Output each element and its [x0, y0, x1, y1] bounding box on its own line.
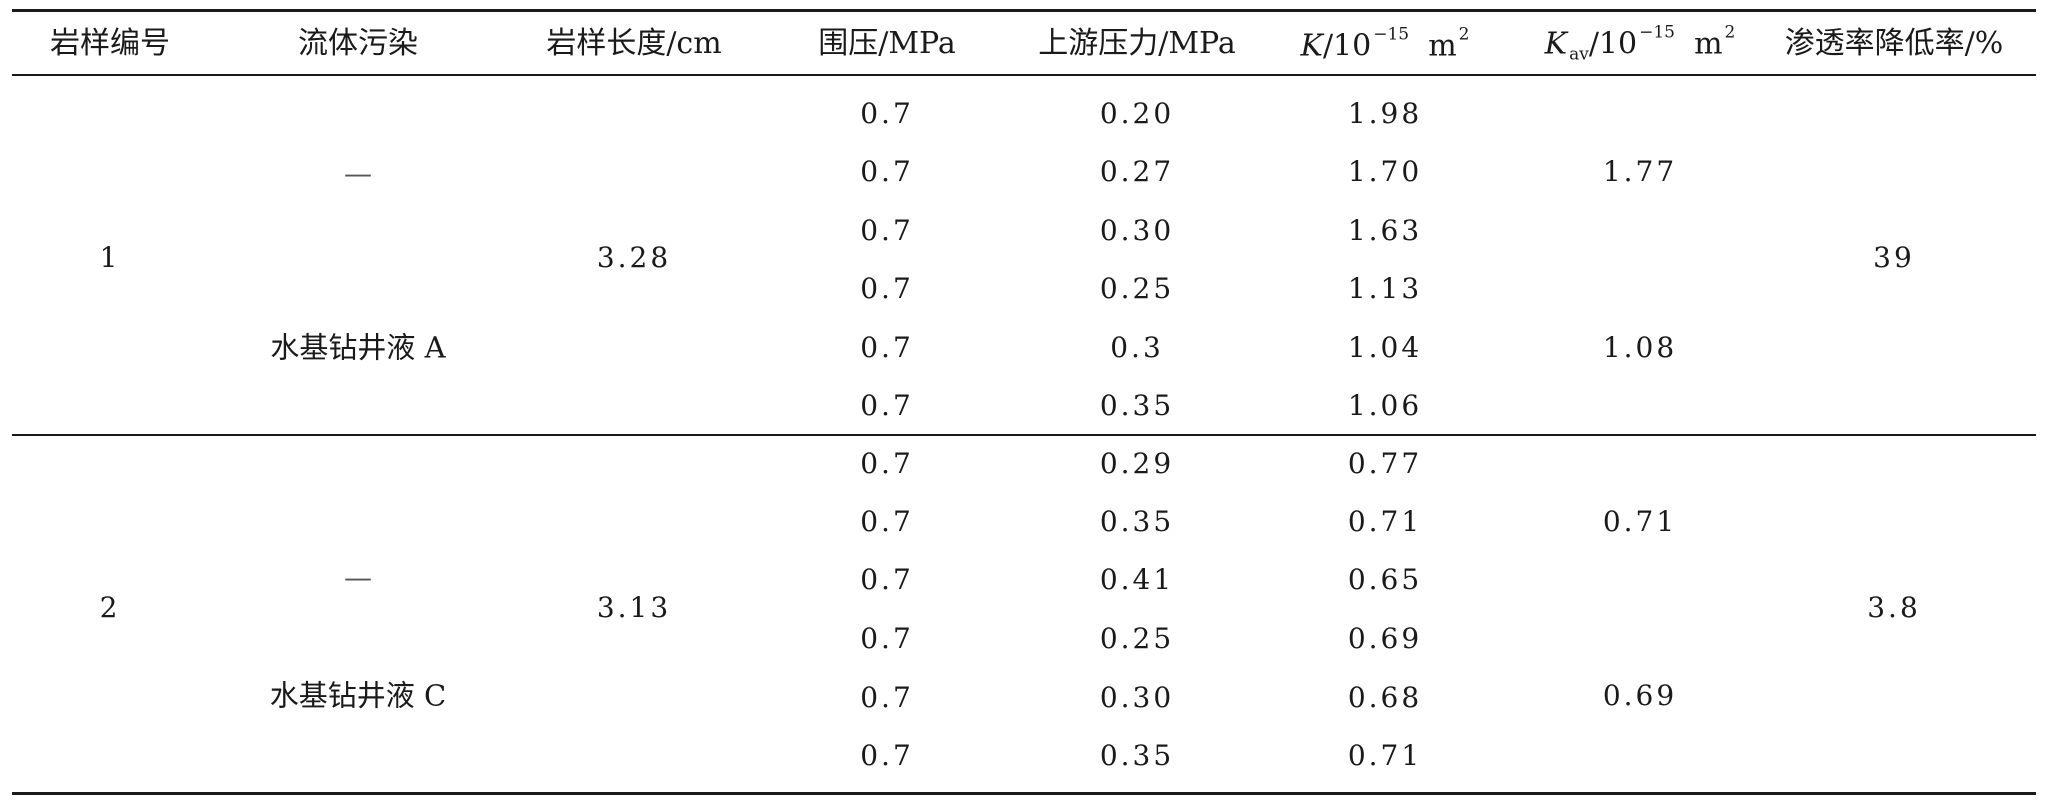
confining-cell: 0.7 [860, 505, 914, 538]
permeability-cell: 0.68 [1347, 681, 1423, 714]
group-2-length: 3.13 [596, 591, 672, 624]
header-fluid: 流体污染 [298, 26, 418, 61]
upstream-cell: 0.41 [1099, 563, 1175, 596]
confining-cell: 0.7 [860, 563, 914, 596]
header-confining: 围压/MPa [818, 26, 956, 61]
header-kav-symbol: K [1544, 26, 1568, 62]
group-2-fluid-before: — [344, 561, 372, 594]
header-k-exp: −15 [1373, 24, 1410, 45]
upstream-cell: 0.25 [1099, 272, 1175, 305]
header-upstream: 上游压力/MPa [1038, 26, 1236, 61]
header-length: 岩样长度/cm [546, 26, 722, 61]
confining-cell: 0.7 [860, 155, 914, 188]
upstream-cell: 0.29 [1099, 447, 1175, 480]
confining-cell: 0.7 [860, 272, 914, 305]
header-kav-unit2: m [1694, 26, 1723, 62]
upstream-cell: 0.35 [1099, 505, 1175, 538]
permeability-cell: 0.71 [1347, 739, 1423, 772]
confining-cell: 0.7 [860, 97, 914, 130]
upstream-cell: 0.25 [1099, 622, 1175, 655]
confining-cell: 0.7 [860, 447, 914, 480]
upstream-cell: 0.30 [1099, 681, 1175, 714]
header-reduction: 渗透率降低率/% [1784, 26, 2004, 61]
upstream-cell: 0.20 [1099, 97, 1175, 130]
permeability-cell: 0.77 [1347, 447, 1423, 480]
permeability-cell: 1.06 [1347, 389, 1423, 422]
permeability-cell: 1.70 [1347, 155, 1423, 188]
header-k-unit2: m [1428, 28, 1457, 64]
group-2-reduction: 3.8 [1867, 591, 1921, 624]
upstream-cell: 0.35 [1099, 739, 1175, 772]
group-2-kav-before: 0.71 [1602, 505, 1678, 538]
group-1-fluid-before: — [344, 157, 372, 190]
confining-cell: 0.7 [860, 622, 914, 655]
bottom-rule [12, 792, 2036, 795]
group-1-kav-after: 1.08 [1602, 331, 1678, 364]
confining-cell: 0.7 [860, 389, 914, 422]
permeability-cell: 1.98 [1347, 97, 1423, 130]
upstream-cell: 0.35 [1099, 389, 1175, 422]
header-k-symbol: K [1300, 28, 1323, 64]
permeability-cell: 1.13 [1347, 272, 1423, 305]
header-sample-id: 岩样编号 [50, 26, 170, 61]
confining-cell: 0.7 [860, 739, 914, 772]
upstream-cell: 0.30 [1099, 214, 1175, 247]
header-kav-exp: −15 [1639, 22, 1675, 43]
header-kav-unit2-exp: 2 [1724, 22, 1736, 43]
top-rule [12, 9, 2036, 12]
permeability-cell: 0.65 [1347, 563, 1423, 596]
group-1-kav-before: 1.77 [1602, 155, 1678, 188]
group-2-kav-after: 0.69 [1602, 679, 1678, 712]
confining-cell: 0.7 [860, 214, 914, 247]
upstream-cell: 0.27 [1099, 155, 1175, 188]
header-kav-sub: av [1569, 44, 1589, 65]
header-kav-unit: /10 [1588, 26, 1638, 62]
group-1-reduction: 39 [1873, 241, 1915, 274]
group-2-fluid-after: 水基钻井液 C [269, 678, 447, 713]
header-k-unit2-exp: 2 [1458, 24, 1470, 45]
group-1-sample-id: 1 [99, 241, 121, 274]
group-divider-rule [12, 434, 2036, 436]
confining-cell: 0.7 [860, 681, 914, 714]
group-1-length: 3.28 [596, 241, 672, 274]
group-1-fluid-after: 水基钻井液 A [270, 330, 446, 365]
group-2-sample-id: 2 [99, 591, 121, 624]
confining-cell: 0.7 [860, 331, 914, 364]
upstream-cell: 0.3 [1110, 331, 1164, 364]
permeability-cell: 1.63 [1347, 214, 1423, 247]
permeability-cell: 1.04 [1347, 331, 1423, 364]
header-rule [12, 74, 2036, 76]
permeability-cell: 0.71 [1347, 505, 1423, 538]
header-k-unit: /10 [1322, 28, 1372, 64]
permeability-cell: 0.69 [1347, 622, 1423, 655]
